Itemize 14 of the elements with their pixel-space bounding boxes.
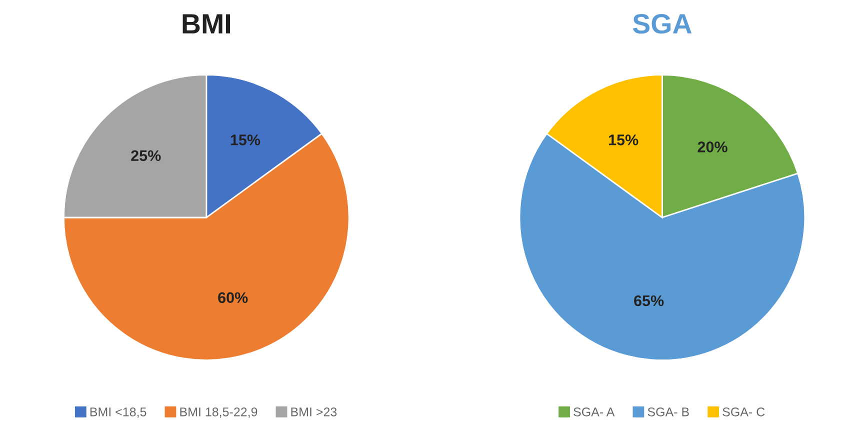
data-label: 20% [698,142,728,152]
legend-label: BMI 18,5-22,9 [180,407,258,418]
data-label: 65% [634,295,664,306]
legend-label: SGA- B [648,407,689,416]
legend-label: BMI <18,5 [90,407,146,418]
data-label: 15% [609,134,638,146]
chart-title: BMI [182,14,230,34]
legend-label: SGA- A [574,407,615,416]
data-label: 25% [131,150,161,162]
chart-title: SGA [632,14,692,34]
legend-label: BMI >23 [291,407,337,416]
data-label: 60% [218,292,248,304]
legend-label: SGA- C [722,407,765,416]
data-label: 15% [230,134,260,146]
